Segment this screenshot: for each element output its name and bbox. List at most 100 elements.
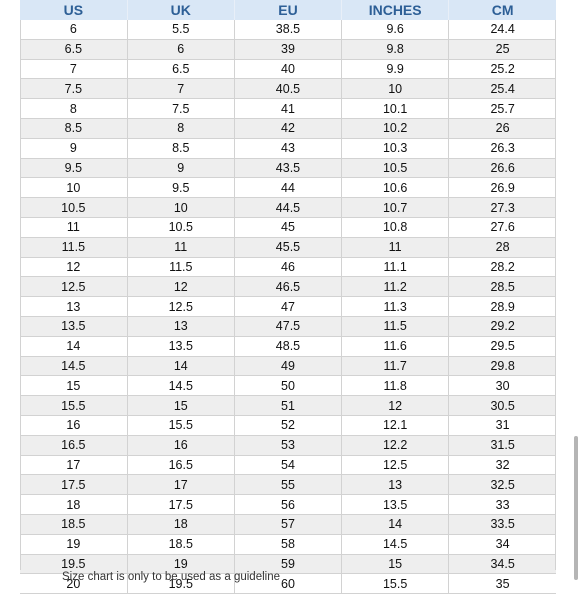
cell-inches: 11.2 bbox=[341, 276, 450, 298]
cell-uk: 14 bbox=[127, 356, 235, 377]
table-row: 16.5 16 53 12.2 31.5 bbox=[20, 435, 556, 456]
cell-uk: 15.5 bbox=[127, 415, 235, 436]
cell-inches: 12 bbox=[341, 395, 450, 416]
cell-us: 17 bbox=[20, 455, 128, 476]
cell-uk: 8.5 bbox=[127, 138, 235, 159]
cell-cm: 29.8 bbox=[448, 356, 556, 377]
cell-eu: 39 bbox=[234, 39, 343, 60]
size-chart-body: 6 5.5 38.5 9.6 24.4 6.5 6 39 9.8 25 7 6.5 40 9.9 25.2 7… bbox=[20, 20, 556, 594]
cell-us: 16 bbox=[20, 415, 128, 436]
cell-cm: 27.3 bbox=[448, 197, 556, 218]
cell-us: 11 bbox=[20, 217, 128, 238]
cell-inches: 9.9 bbox=[341, 59, 450, 80]
scrollbar-thumb[interactable] bbox=[574, 436, 578, 580]
table-row: 7 6.5 40 9.9 25.2 bbox=[20, 59, 556, 80]
cell-eu: 56 bbox=[234, 494, 343, 515]
cell-eu: 52 bbox=[234, 415, 343, 436]
cell-inches: 10.3 bbox=[341, 138, 450, 159]
cell-us: 12 bbox=[20, 257, 128, 278]
table-row: 12 11.5 46 11.1 28.2 bbox=[20, 257, 556, 278]
cell-uk: 7.5 bbox=[127, 98, 235, 119]
cell-eu: 50 bbox=[234, 375, 343, 397]
table-row: 11 10.5 45 10.8 27.6 bbox=[20, 217, 556, 238]
cell-us: 11.5 bbox=[20, 237, 128, 258]
cell-us: 7.5 bbox=[20, 78, 128, 100]
table-left-border bbox=[20, 20, 21, 570]
cell-inches: 10.1 bbox=[341, 98, 450, 119]
cell-inches: 14.5 bbox=[341, 534, 450, 555]
column-header-inches: INCHES bbox=[341, 0, 450, 20]
cell-eu: 45.5 bbox=[234, 237, 343, 258]
cell-cm: 27.6 bbox=[448, 217, 556, 238]
cell-us: 13.5 bbox=[20, 316, 128, 337]
cell-cm: 31 bbox=[448, 415, 556, 436]
cell-cm: 29.5 bbox=[448, 336, 556, 357]
cell-eu: 38.5 bbox=[234, 20, 343, 40]
table-row: 8 7.5 41 10.1 25.7 bbox=[20, 98, 556, 119]
cell-us: 19.5 bbox=[20, 554, 128, 575]
cell-cm: 32.5 bbox=[448, 474, 556, 496]
cell-us: 12.5 bbox=[20, 276, 128, 298]
cell-uk: 19 bbox=[127, 554, 235, 575]
table-row: 14.5 14 49 11.7 29.8 bbox=[20, 356, 556, 377]
cell-us: 7 bbox=[20, 59, 128, 80]
cell-inches: 14 bbox=[341, 514, 450, 535]
cell-uk: 17 bbox=[127, 474, 235, 496]
cell-eu: 47.5 bbox=[234, 316, 343, 337]
size-chart-table: US UK EU INCHES CM 6 5.5 38.5 9.6 24.4 6.5 6 39 9.8 2… bbox=[20, 0, 556, 594]
cell-inches: 13 bbox=[341, 474, 450, 496]
cell-cm: 25 bbox=[448, 39, 556, 60]
cell-inches: 15.5 bbox=[341, 573, 450, 594]
table-row: 13 12.5 47 11.3 28.9 bbox=[20, 296, 556, 317]
cell-cm: 30 bbox=[448, 375, 556, 397]
cell-eu: 40 bbox=[234, 59, 343, 80]
cell-cm: 33.5 bbox=[448, 514, 556, 535]
cell-us: 15.5 bbox=[20, 395, 128, 416]
cell-eu: 55 bbox=[234, 474, 343, 496]
cell-uk: 6 bbox=[127, 39, 235, 60]
table-row: 14 13.5 48.5 11.6 29.5 bbox=[20, 336, 556, 357]
cell-cm: 25.2 bbox=[448, 59, 556, 80]
guideline-footnote: Size chart is only to be used as a guide… bbox=[62, 571, 280, 583]
cell-cm: 26.6 bbox=[448, 158, 556, 179]
cell-cm: 28 bbox=[448, 237, 556, 258]
cell-us: 8 bbox=[20, 98, 128, 119]
cell-us: 18.5 bbox=[20, 514, 128, 535]
cell-eu: 48.5 bbox=[234, 336, 343, 357]
cell-inches: 10.5 bbox=[341, 158, 450, 179]
cell-eu: 45 bbox=[234, 217, 343, 238]
cell-cm: 29.2 bbox=[448, 316, 556, 337]
cell-uk: 18.5 bbox=[127, 534, 235, 555]
cell-inches: 11.5 bbox=[341, 316, 450, 337]
table-row: 17.5 17 55 13 32.5 bbox=[20, 474, 556, 496]
cell-cm: 25.7 bbox=[448, 98, 556, 119]
table-row: 19.5 19 59 15 34.5 bbox=[20, 554, 556, 575]
table-row: 16 15.5 52 12.1 31 bbox=[20, 415, 556, 436]
size-chart-header: US UK EU INCHES CM bbox=[20, 0, 556, 20]
cell-cm: 32 bbox=[448, 455, 556, 476]
cell-inches: 10.2 bbox=[341, 118, 450, 139]
cell-cm: 25.4 bbox=[448, 78, 556, 100]
cell-inches: 11 bbox=[341, 237, 450, 258]
cell-uk: 17.5 bbox=[127, 494, 235, 515]
table-row: 9 8.5 43 10.3 26.3 bbox=[20, 138, 556, 159]
cell-uk: 11.5 bbox=[127, 257, 235, 278]
cell-inches: 11.6 bbox=[341, 336, 450, 357]
table-right-border bbox=[555, 20, 556, 570]
cell-eu: 41 bbox=[234, 98, 343, 119]
header-row: US UK EU INCHES CM bbox=[20, 0, 556, 20]
table-row: 15.5 15 51 12 30.5 bbox=[20, 395, 556, 416]
cell-us: 6.5 bbox=[20, 39, 128, 60]
cell-eu: 57 bbox=[234, 514, 343, 535]
cell-eu: 49 bbox=[234, 356, 343, 377]
cell-inches: 12.1 bbox=[341, 415, 450, 436]
cell-uk: 10 bbox=[127, 197, 235, 218]
table-row: 9.5 9 43.5 10.5 26.6 bbox=[20, 158, 556, 179]
cell-us: 19 bbox=[20, 534, 128, 555]
cell-us: 16.5 bbox=[20, 435, 128, 456]
cell-eu: 44.5 bbox=[234, 197, 343, 218]
cell-cm: 26.9 bbox=[448, 177, 556, 199]
cell-uk: 16.5 bbox=[127, 455, 235, 476]
cell-cm: 34 bbox=[448, 534, 556, 555]
cell-uk: 5.5 bbox=[127, 20, 235, 40]
